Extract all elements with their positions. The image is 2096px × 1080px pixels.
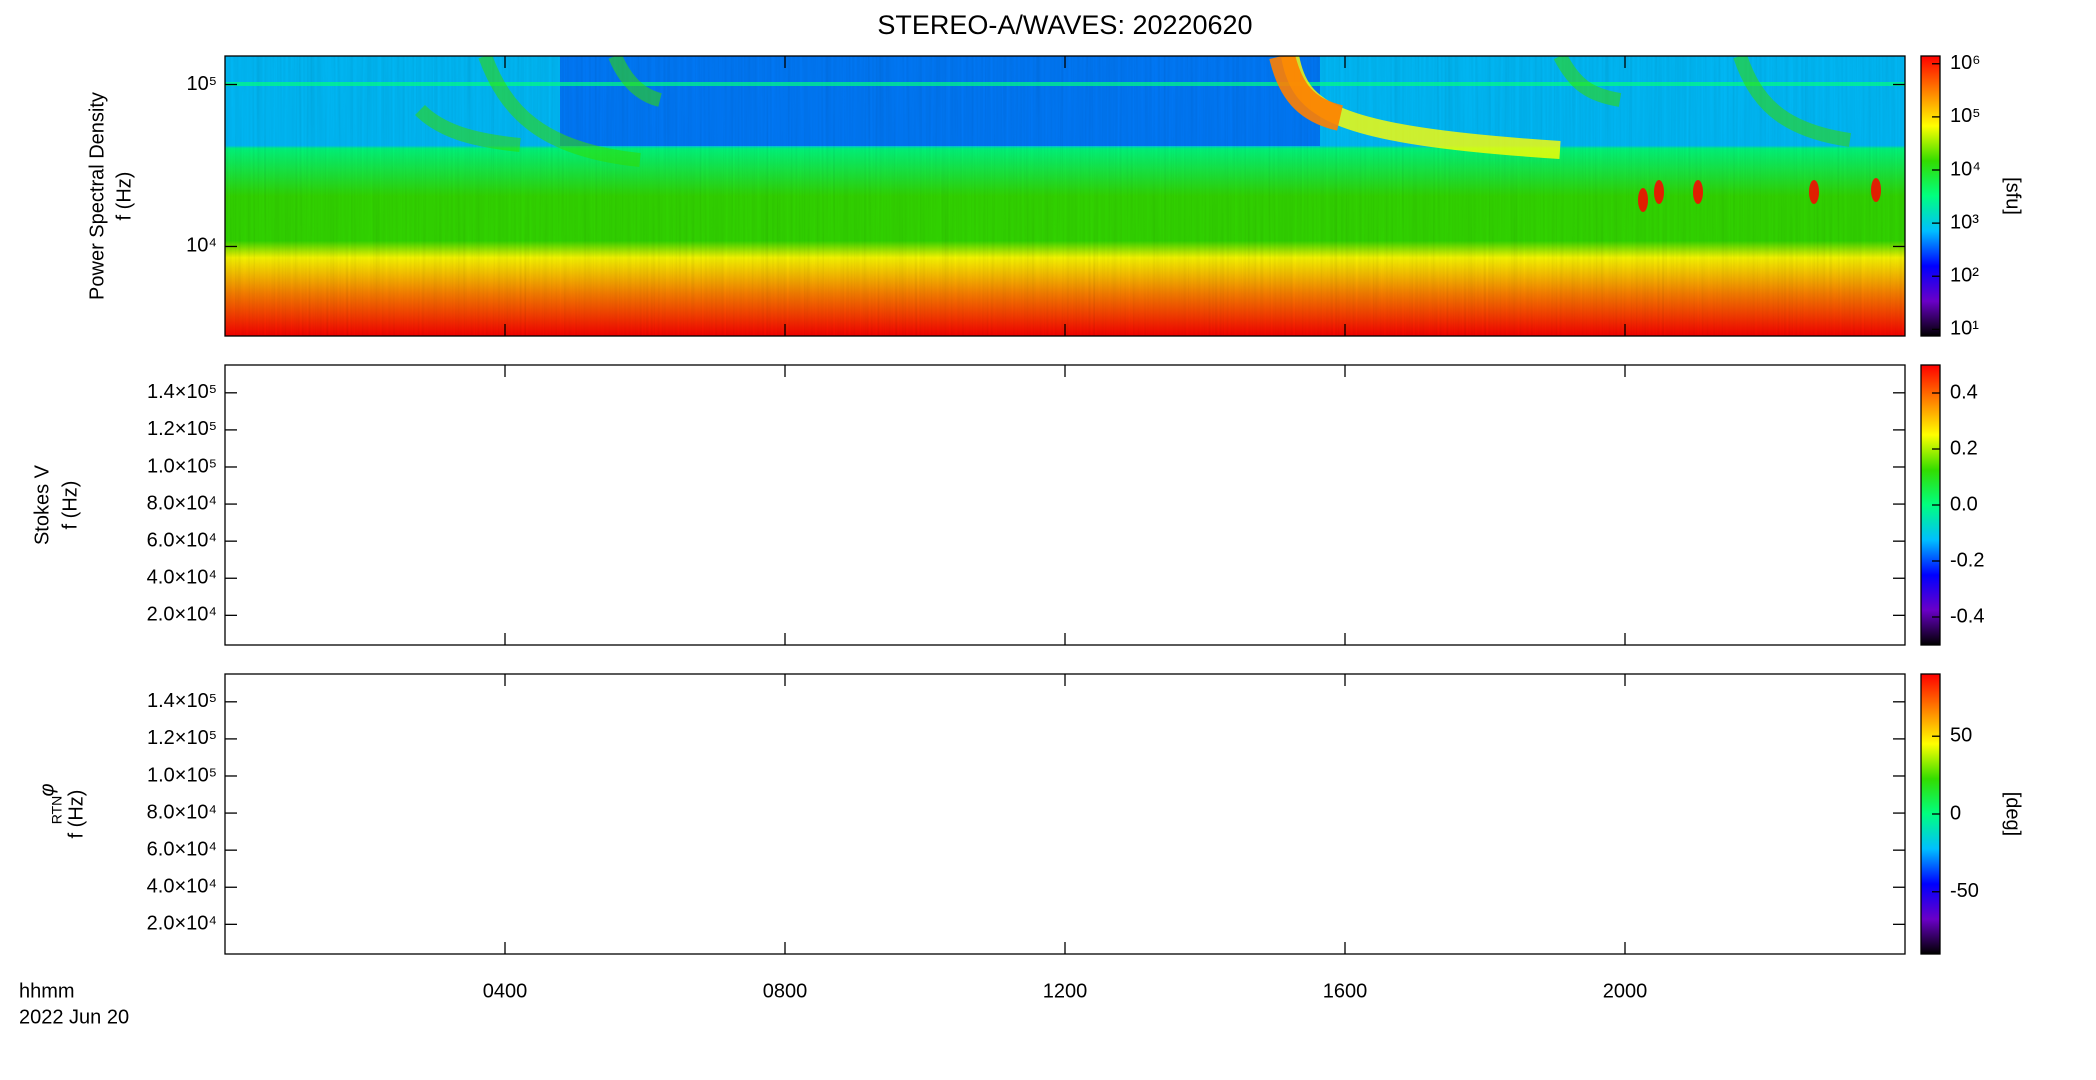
y-tick-label: 1.4×10⁵ [147, 690, 217, 712]
colorbar [1921, 674, 1940, 954]
burst-trace [1269, 56, 1344, 131]
burst-spot [1638, 188, 1648, 212]
burst-trace [478, 56, 641, 167]
y-axis-unit: f (Hz) [113, 172, 135, 221]
y-tick-label: 4.0×10⁴ [147, 876, 217, 898]
colorbar-tick-label: 10⁵ [1950, 105, 1981, 127]
burst-spot [1871, 178, 1881, 202]
y-tick-label: 8.0×10⁴ [147, 492, 217, 514]
colorbar-tick-label: 10⁴ [1950, 158, 1981, 180]
colorbar-tick-label: -0.2 [1950, 549, 1984, 571]
colorbar-frame [1920, 55, 1941, 337]
colorbar-tick-label: 0.0 [1950, 493, 1978, 515]
colorbar-label: [deg] [2002, 792, 2024, 836]
colorbar-tick-label: 10⁶ [1950, 52, 1980, 74]
colorbar-tick-label: 10¹ [1950, 318, 1979, 340]
y-tick-label: 8.0×10⁴ [147, 801, 217, 823]
colorbar [1921, 365, 1940, 645]
x-tick-label: 0400 [483, 980, 528, 1002]
y-axis-label: Power Spectral Density [86, 92, 108, 300]
y-tick-label: 4.0×10⁴ [147, 567, 217, 589]
plot-frame [224, 673, 1906, 955]
burst-spot [1654, 180, 1664, 204]
colorbar [1921, 56, 1940, 336]
plot-frame [224, 364, 1906, 646]
colorbar-tick-label: 0.2 [1950, 437, 1978, 459]
y-axis-label: Stokes V [31, 464, 53, 545]
y-axis-unit: f (Hz) [65, 790, 87, 839]
colorbar-label: [sfu] [2002, 177, 2024, 215]
burst-trace [608, 56, 663, 107]
x-tick-label: 1200 [1043, 980, 1088, 1002]
x-axis-label: hhmm [19, 980, 75, 1002]
burst-spot [1809, 180, 1819, 204]
spectrogram-image [225, 56, 1905, 336]
x-tick-label: 2000 [1603, 980, 1648, 1002]
y-tick-label: 6.0×10⁴ [147, 529, 217, 551]
y-tick-label: 2.0×10⁴ [147, 913, 217, 935]
y-tick-label: 1.0×10⁵ [147, 455, 217, 477]
colorbar-tick-label: 50 [1950, 725, 1972, 747]
chart-title: STEREO-A/WAVES: 20220620 [877, 10, 1252, 40]
colorbar-tick-label: 0.4 [1950, 381, 1978, 403]
colorbar-tick-label: 0 [1950, 802, 1961, 824]
y-axis-subscript: RTN [49, 796, 65, 825]
y-tick-label: 10⁴ [186, 235, 217, 257]
burst-trace [1553, 56, 1622, 107]
burst-trace [415, 104, 521, 152]
y-tick-label: 1.0×10⁵ [147, 764, 217, 786]
date-label: 2022 Jun 20 [19, 1006, 129, 1028]
y-tick-label: 6.0×10⁴ [147, 838, 217, 860]
burst-spot [1693, 180, 1703, 204]
y-axis-symbol: φ [36, 783, 58, 796]
y-tick-label: 1.2×10⁵ [147, 418, 217, 440]
x-tick-label: 1600 [1323, 980, 1368, 1002]
y-tick-label: 1.2×10⁵ [147, 727, 217, 749]
y-tick-label: 2.0×10⁴ [147, 604, 217, 626]
colorbar-tick-label: 10² [1950, 265, 1979, 287]
spectrogram-texture [225, 56, 1905, 336]
y-axis-unit: f (Hz) [59, 481, 81, 530]
colorbar-tick-label: -50 [1950, 880, 1979, 902]
x-tick-label: 0800 [763, 980, 808, 1002]
y-tick-label: 10⁵ [186, 73, 217, 95]
y-tick-label: 1.4×10⁵ [147, 381, 217, 403]
colorbar-tick-label: -0.4 [1950, 605, 1984, 627]
burst-trace [1733, 56, 1851, 147]
colorbar-tick-label: 10³ [1950, 211, 1979, 233]
